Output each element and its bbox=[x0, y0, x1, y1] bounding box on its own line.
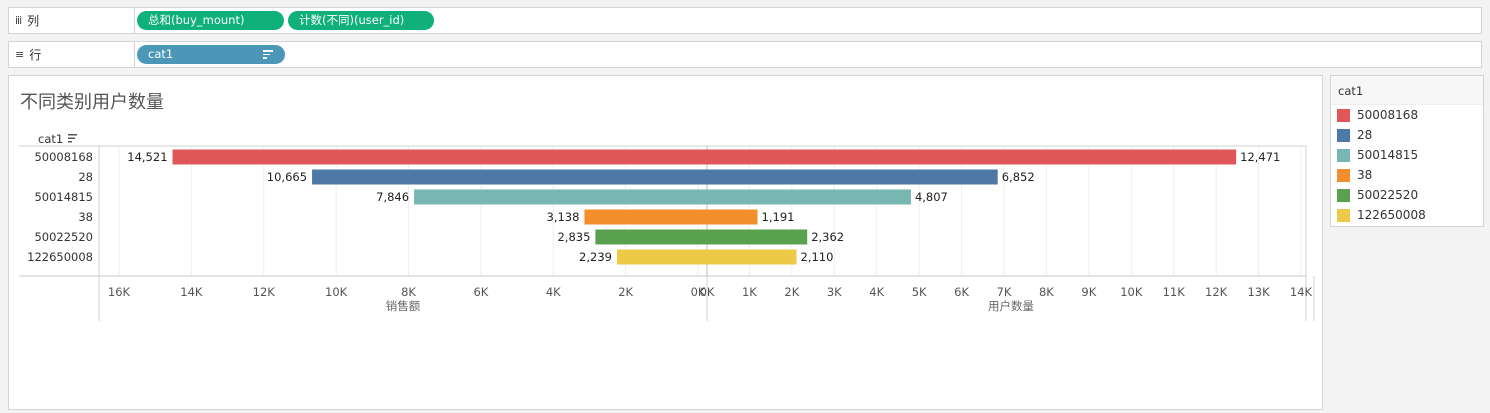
category-label: 50008168 bbox=[34, 150, 93, 164]
tick-label-right: 6K bbox=[954, 285, 969, 299]
pill-cat1[interactable]: cat1 bbox=[137, 45, 285, 64]
row-header-label: cat1 bbox=[38, 132, 63, 146]
pill-count-distinct-user-id-label: 计数(不同)(user_id) bbox=[299, 13, 405, 27]
pill-cat1-label: cat1 bbox=[148, 47, 174, 61]
bar-left bbox=[616, 249, 707, 265]
bar-right bbox=[707, 149, 1237, 165]
legend-label: 28 bbox=[1357, 128, 1373, 142]
legend-item[interactable]: 50022520 bbox=[1331, 185, 1483, 205]
sort-descending-icon[interactable] bbox=[263, 50, 273, 59]
bar-left bbox=[584, 209, 707, 225]
bar-left bbox=[312, 169, 707, 185]
legend-swatch bbox=[1337, 148, 1350, 162]
legend-label: 50022520 bbox=[1357, 188, 1419, 202]
data-label-right: 12,471 bbox=[1240, 150, 1280, 164]
legend-label: 50008168 bbox=[1357, 108, 1419, 122]
bar-right bbox=[707, 249, 797, 265]
legend-label: 38 bbox=[1357, 168, 1373, 182]
tick-label-right: 9K bbox=[1081, 285, 1096, 299]
columns-icon: iii bbox=[15, 14, 22, 27]
pill-sum-buy-mount-label: 总和(buy_mount) bbox=[148, 13, 245, 27]
data-label-left: 7,846 bbox=[376, 190, 409, 204]
bar-left bbox=[414, 189, 707, 205]
tick-label-left: 14K bbox=[180, 285, 203, 299]
tick-label-right: 14K bbox=[1290, 285, 1313, 299]
rows-label-text: 行 bbox=[29, 48, 42, 62]
bar-right bbox=[707, 229, 808, 245]
data-label-right: 4,807 bbox=[915, 190, 948, 204]
tick-label-left: 10K bbox=[325, 285, 348, 299]
rows-shelf[interactable]: ≡ 行 cat1 bbox=[8, 41, 1482, 68]
axis-title-left: 销售额 bbox=[386, 299, 421, 313]
pill-sum-buy-mount[interactable]: 总和(buy_mount) bbox=[137, 11, 284, 30]
axis-title-right: 用户数量 bbox=[988, 299, 1034, 313]
tick-label-right: 7K bbox=[997, 285, 1012, 299]
data-label-left: 14,521 bbox=[127, 150, 167, 164]
tick-label-right: 12K bbox=[1205, 285, 1228, 299]
legend-item[interactable]: 28 bbox=[1331, 125, 1483, 145]
worksheet: 不同类别用户数量 cat1 50008168 14,521 12,471 28 10,6… bbox=[8, 75, 1323, 410]
data-label-left: 2,239 bbox=[579, 250, 612, 264]
tick-label-right: 1K bbox=[742, 285, 757, 299]
tick-label-left: 2K bbox=[618, 285, 633, 299]
data-label-right: 2,110 bbox=[801, 250, 834, 264]
columns-shelf[interactable]: iii 列 总和(buy_mount) 计数(不同)(user_id) bbox=[8, 7, 1482, 34]
legend-swatch bbox=[1337, 168, 1350, 182]
tick-label-left: 0K bbox=[691, 285, 706, 299]
category-label: 38 bbox=[78, 210, 93, 224]
bar-right bbox=[707, 209, 758, 225]
legend-item[interactable]: 50008168 bbox=[1331, 105, 1483, 125]
legend-label: 122650008 bbox=[1357, 208, 1426, 222]
tick-label-right: 13K bbox=[1247, 285, 1270, 299]
tick-label-left: 6K bbox=[473, 285, 488, 299]
tick-label-right: 3K bbox=[827, 285, 842, 299]
legend-label: 50014815 bbox=[1357, 148, 1419, 162]
legend-swatch bbox=[1337, 128, 1350, 142]
rows-shelf-label: ≡ 行 bbox=[9, 42, 135, 67]
bar-left bbox=[595, 229, 707, 245]
tick-label-left: 12K bbox=[253, 285, 276, 299]
data-label-right: 6,852 bbox=[1002, 170, 1035, 184]
tick-label-right: 10K bbox=[1120, 285, 1143, 299]
data-label-left: 3,138 bbox=[547, 210, 580, 224]
category-label: 122650008 bbox=[27, 250, 93, 264]
bar-right bbox=[707, 189, 911, 205]
pill-count-distinct-user-id[interactable]: 计数(不同)(user_id) bbox=[288, 11, 434, 30]
legend-item[interactable]: 38 bbox=[1331, 165, 1483, 185]
tick-label-right: 5K bbox=[912, 285, 927, 299]
category-label: 50022520 bbox=[34, 230, 93, 244]
legend-item[interactable]: 50014815 bbox=[1331, 145, 1483, 165]
toolbar-strip bbox=[0, 0, 1490, 5]
tick-label-right: 8K bbox=[1039, 285, 1054, 299]
row-header-sort-icon[interactable] bbox=[68, 134, 77, 143]
tick-label-right: 2K bbox=[784, 285, 799, 299]
columns-shelf-label: iii 列 bbox=[9, 8, 135, 33]
bar-left bbox=[172, 149, 708, 165]
tick-label-left: 4K bbox=[546, 285, 561, 299]
tick-label-left: 8K bbox=[401, 285, 416, 299]
columns-label-text: 列 bbox=[27, 14, 40, 28]
butterfly-bar-chart: 不同类别用户数量 cat1 50008168 14,521 12,471 28 10,6… bbox=[19, 92, 1315, 321]
legend-swatch bbox=[1337, 108, 1350, 122]
tick-label-right: 4K bbox=[869, 285, 884, 299]
bar-right bbox=[707, 169, 998, 185]
data-label-left: 10,665 bbox=[267, 170, 307, 184]
data-label-left: 2,835 bbox=[557, 230, 590, 244]
tick-label-right: 11K bbox=[1163, 285, 1186, 299]
color-legend: cat1 50008168 28 50014815 38 50022520 1226500… bbox=[1330, 75, 1484, 227]
sheet-title: 不同类别用户数量 bbox=[20, 92, 164, 113]
tick-label-left: 16K bbox=[108, 285, 131, 299]
rows-icon: ≡ bbox=[15, 48, 24, 61]
legend-item[interactable]: 122650008 bbox=[1331, 205, 1483, 225]
data-label-right: 2,362 bbox=[811, 230, 844, 244]
legend-title: cat1 bbox=[1331, 76, 1483, 105]
data-label-right: 1,191 bbox=[762, 210, 795, 224]
legend-swatch bbox=[1337, 188, 1350, 202]
legend-swatch bbox=[1337, 208, 1350, 222]
category-label: 50014815 bbox=[34, 190, 93, 204]
category-label: 28 bbox=[78, 170, 93, 184]
